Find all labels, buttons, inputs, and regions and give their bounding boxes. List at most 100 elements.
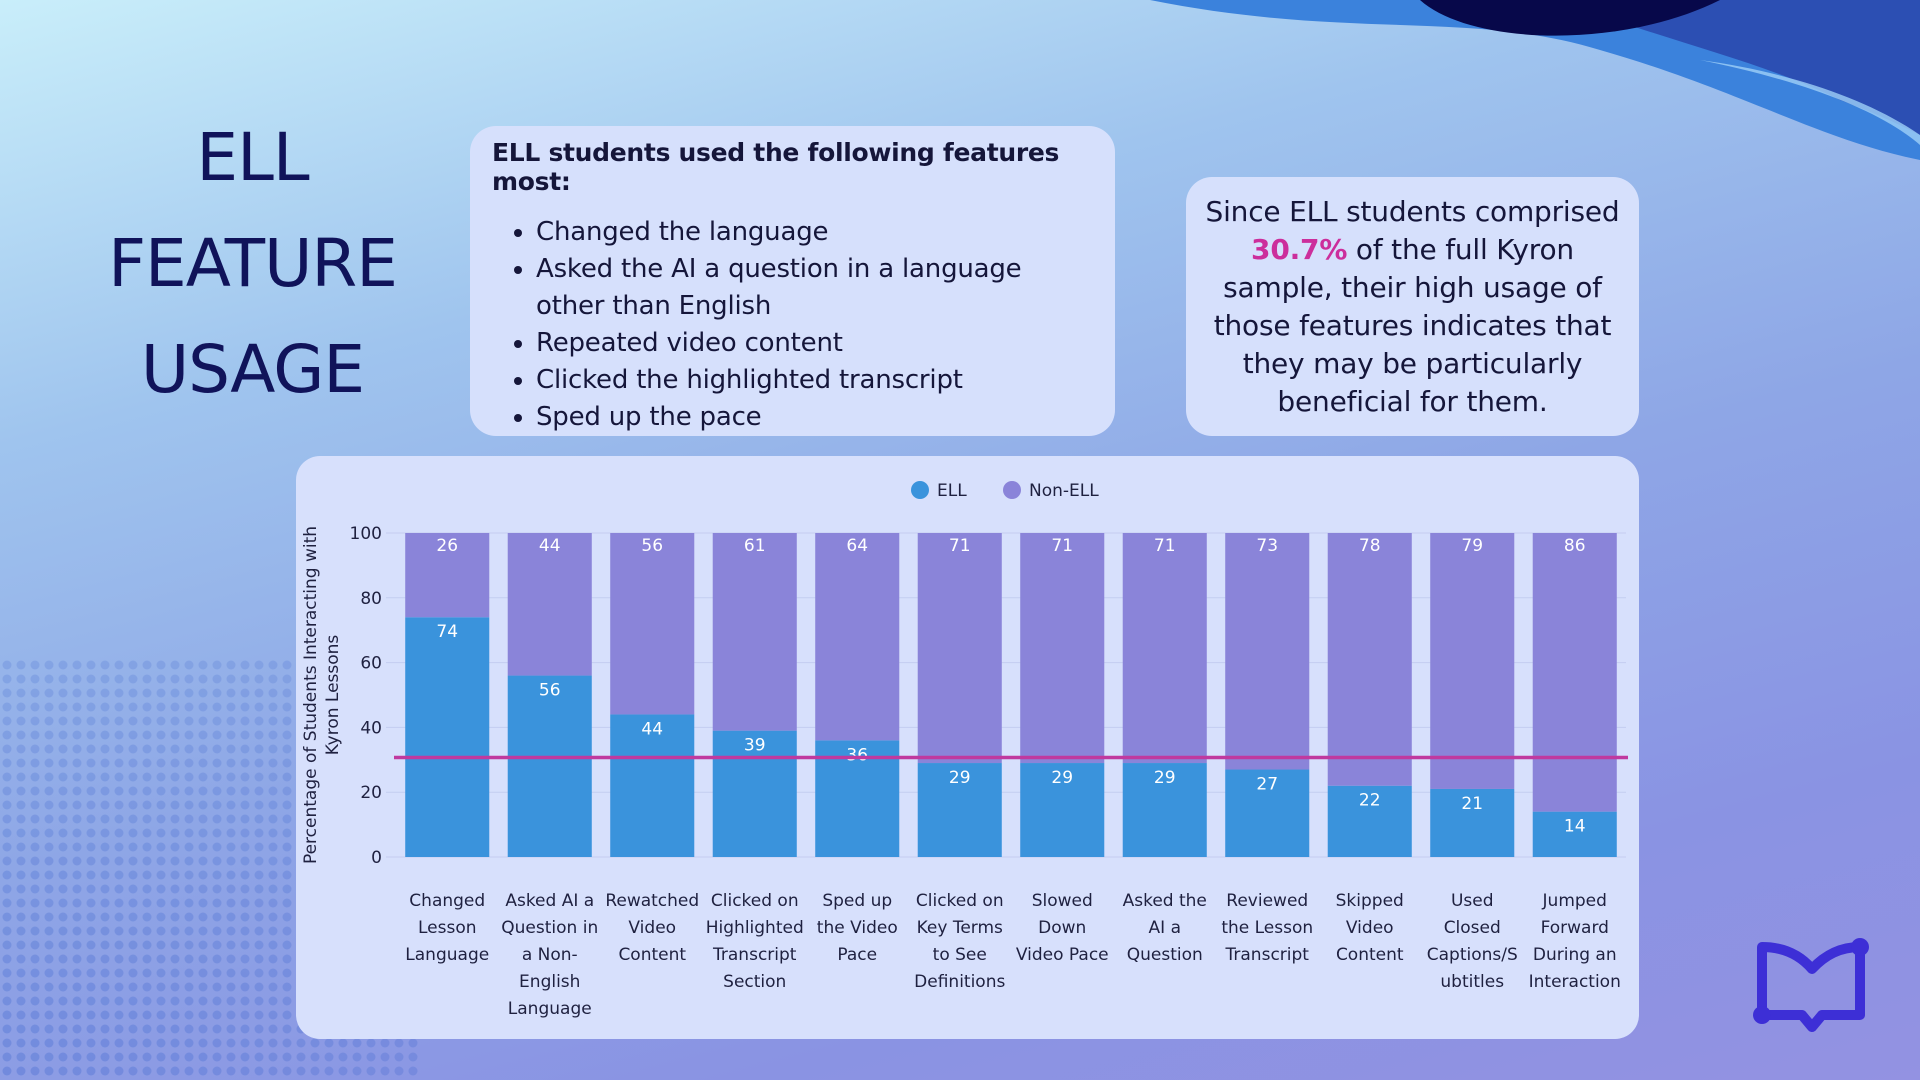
x-tick-label-line: Definitions (914, 972, 1005, 992)
x-tick-label-line: Pace (837, 945, 877, 965)
y-axis-label: Kyron Lessons (323, 635, 343, 756)
bar-non-ell (405, 533, 490, 618)
x-tick-label-line: Language (508, 999, 592, 1019)
data-label-non-ell: 73 (1256, 536, 1278, 556)
x-tick-label-line: Content (618, 945, 686, 965)
y-tick-label: 80 (360, 589, 382, 609)
x-tick-label-line: Highlighted (706, 918, 804, 938)
bar-non-ell (1327, 533, 1412, 786)
bar-non-ell (712, 533, 797, 731)
data-label-ell: 36 (846, 745, 868, 765)
bar-ell (712, 730, 797, 857)
y-tick-label: 0 (371, 848, 382, 868)
data-label-non-ell: 71 (1154, 536, 1176, 556)
bar-ell (405, 617, 490, 857)
x-tick-label-line: Clicked on (711, 891, 799, 911)
bar-ell (815, 740, 900, 857)
data-label-ell: 74 (436, 622, 458, 642)
x-tick-label-line: Video Pace (1016, 945, 1109, 965)
x-tick-label-line: Asked AI a (505, 891, 594, 911)
x-tick-label-line: Slowed (1032, 891, 1093, 911)
wave-highlight (1700, 60, 1920, 145)
bar-non-ell (610, 533, 695, 715)
x-tick-label-line: to See (933, 945, 987, 965)
data-label-ell: 29 (949, 768, 971, 788)
feature-item: Asked the AI a question in a language ot… (536, 251, 1095, 325)
title-line: FEATURE (108, 225, 398, 302)
x-tick-label: Reviewed the Lesson Transcript (1221, 891, 1313, 965)
bar-non-ell (815, 533, 900, 741)
x-tick-label-line: Video (1346, 918, 1394, 938)
data-label-non-ell: 44 (539, 536, 561, 556)
x-tick-label: Clicked on Key Terms to See Definitions (914, 891, 1005, 992)
stacked-bar-chart: 0 20 40 60 80 100 Percentage of Students Inter… (301, 481, 1628, 1019)
x-tick-label-line: Captions/S (1427, 945, 1518, 965)
bar-ell (1532, 811, 1617, 857)
feature-item: Repeated video content (536, 325, 1095, 362)
x-tick-label: Changed Lesson Language (405, 891, 489, 965)
data-label-ell: 21 (1461, 794, 1483, 814)
feature-item: Changed the language (536, 214, 1095, 251)
feature-item: Clicked the highlighted transcript (536, 362, 1095, 399)
y-axis-label: Percentage of Students Interacting with (301, 526, 321, 864)
legend-label-ell: ELL (937, 481, 967, 501)
bar-ell (1225, 769, 1310, 857)
y-tick-label: 60 (360, 654, 382, 674)
title-line: ELL (196, 119, 309, 196)
x-tick-label-line: Closed (1444, 918, 1501, 938)
x-tick-label-line: Changed (409, 891, 485, 911)
y-tick-label: 20 (360, 783, 382, 803)
x-tick-label-line: Key Terms (917, 918, 1003, 938)
bar-ell (1020, 763, 1105, 857)
stat-highlight: 30.7% (1251, 233, 1348, 266)
bar-non-ell (1020, 533, 1105, 764)
x-tick-label: Used Closed Captions/S ubtitles (1427, 891, 1518, 992)
x-tick-label-line: Reviewed (1226, 891, 1308, 911)
open-book-icon (1753, 938, 1869, 1032)
legend-swatch-non-ell (1003, 481, 1021, 499)
wave-dark (1420, 0, 1720, 36)
x-tick-label-line: Clicked on (916, 891, 1004, 911)
data-label-non-ell: 61 (744, 536, 766, 556)
data-label-ell: 39 (744, 736, 766, 756)
data-label-ell: 29 (1154, 768, 1176, 788)
x-tick-label-line: Content (1336, 945, 1404, 965)
data-label-ell: 27 (1256, 775, 1278, 795)
bar-ell (507, 675, 592, 857)
x-tick-label-line: Skipped (1336, 891, 1404, 911)
data-label-non-ell: 71 (1051, 536, 1073, 556)
x-tick-label: Slowed Down Video Pace (1016, 891, 1109, 965)
x-tick-label-line: Asked the (1123, 891, 1207, 911)
data-label-non-ell: 78 (1359, 536, 1381, 556)
legend-swatch-ell (911, 481, 929, 499)
x-tick-label-line: Forward (1541, 918, 1609, 938)
legend-label-non-ell: Non-ELL (1029, 481, 1099, 501)
x-tick-label: Rewatched Video Content (605, 891, 699, 965)
data-label-non-ell: 64 (846, 536, 868, 556)
features-list: Changed the language Asked the AI a ques… (492, 214, 1095, 436)
x-tick-label-line: During an (1533, 945, 1617, 965)
features-card: ELL students used the following features… (470, 126, 1115, 436)
x-tick-label-line: Rewatched (605, 891, 699, 911)
bar-ell (1122, 763, 1207, 857)
stat-text-after: of the full Kyron sample, their high usa… (1213, 233, 1612, 418)
x-tick-label-line: Interaction (1529, 972, 1621, 992)
bar-non-ell (917, 533, 1002, 764)
bar-ell (1327, 785, 1412, 857)
x-tick-label-line: AI a (1149, 918, 1181, 938)
data-label-ell: 29 (1051, 768, 1073, 788)
x-tick-label-line: Language (405, 945, 489, 965)
x-tick-label: Asked AI a Question in a Non- English Langua… (501, 891, 598, 1019)
data-label-ell: 56 (539, 681, 561, 701)
y-tick-label: 100 (350, 524, 382, 544)
x-tick-label-line: the Lesson (1221, 918, 1313, 938)
title-line: USAGE (140, 331, 365, 408)
data-label-ell: 14 (1564, 817, 1586, 837)
bar-non-ell (507, 533, 592, 676)
chart-card: 0 20 40 60 80 100 Percentage of Students Inter… (296, 456, 1639, 1039)
slide-title: ELL FEATURE USAGE (80, 105, 425, 423)
x-tick-label: Skipped Video Content (1336, 891, 1404, 965)
data-label-non-ell: 86 (1564, 536, 1586, 556)
bar-non-ell (1122, 533, 1207, 764)
x-tick-label-line: the Video (817, 918, 898, 938)
